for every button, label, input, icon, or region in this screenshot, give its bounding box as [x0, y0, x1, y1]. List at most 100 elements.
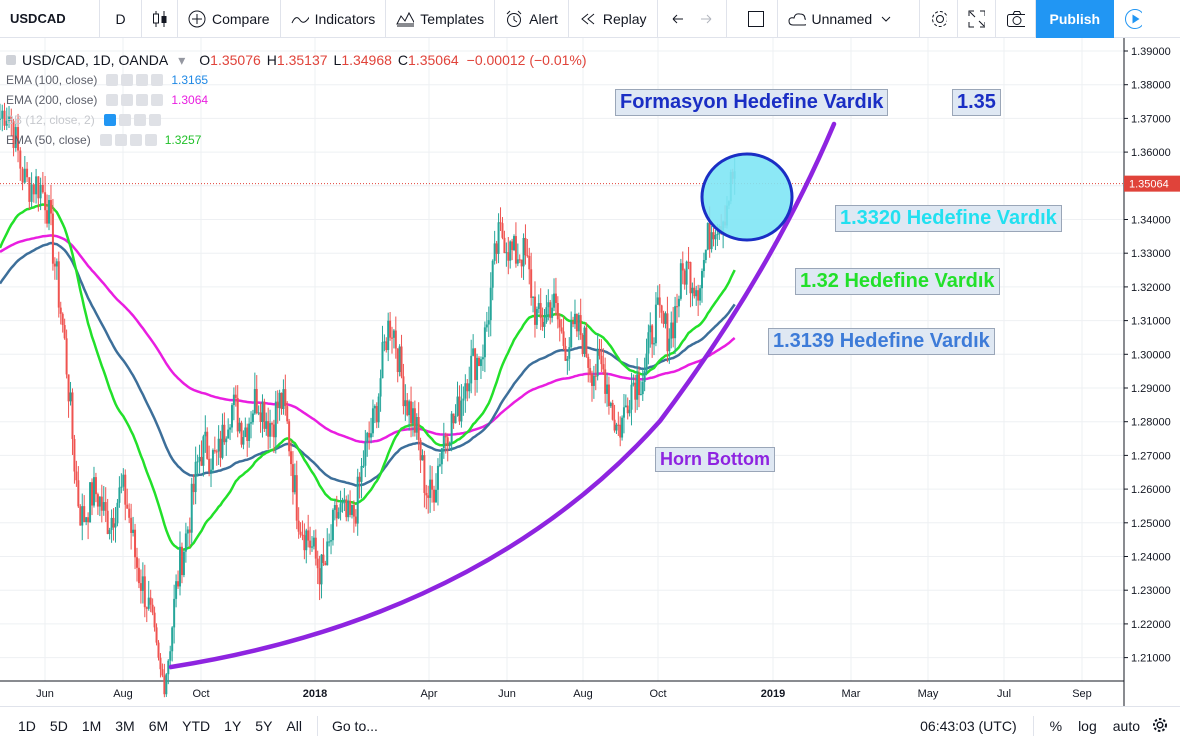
gear-icon[interactable] — [118, 114, 131, 126]
candle — [371, 399, 374, 438]
candle — [98, 496, 101, 517]
range-button-3m[interactable]: 3M — [115, 718, 135, 734]
layout-name: Unnamed — [811, 10, 873, 27]
fullscreen-toggle-button[interactable] — [727, 0, 778, 38]
close-icon[interactable] — [151, 94, 164, 106]
candle — [516, 243, 519, 267]
redo-button[interactable] — [692, 0, 727, 38]
plus-icon[interactable] — [136, 74, 149, 86]
gear-icon[interactable] — [114, 134, 127, 146]
range-button-1m[interactable]: 1M — [81, 718, 102, 734]
close-icon[interactable] — [151, 74, 164, 86]
eye-icon[interactable] — [99, 134, 112, 146]
candle — [143, 564, 146, 618]
goto-button[interactable]: Go to... — [331, 718, 378, 734]
indicator-row-bb[interactable]: BB (12, close, 2) — [6, 110, 587, 130]
target-13320-note[interactable]: 1.3320 Hedefine Vardık — [835, 205, 1062, 232]
candle — [654, 292, 657, 347]
top-toolbar: USDCAD D Compare Indicators Templates Al… — [0, 0, 1180, 38]
price-tick-label: 1.38000 — [1131, 80, 1171, 92]
alert-button[interactable]: Alert — [495, 0, 569, 38]
indicators-label: Indicators — [314, 10, 376, 27]
bottom-right-controls: 06:43:03 (UTC) % log auto — [912, 716, 1180, 736]
target-13139-note[interactable]: 1.3139 Hedefine Vardık — [768, 328, 995, 355]
price-axis[interactable]: 1.390001.380001.370001.360001.350001.340… — [1124, 46, 1171, 665]
indicator-row-ema200[interactable]: EMA (200, close) 1.3064 — [6, 90, 587, 110]
candle — [683, 268, 686, 290]
formation-target-note[interactable]: Formasyon Hedefine Vardık — [615, 89, 889, 116]
candle — [202, 434, 205, 477]
target-circle[interactable] — [700, 152, 794, 242]
symbol-search[interactable]: USDCAD — [0, 0, 100, 38]
price-tick-label: 1.27000 — [1131, 450, 1171, 462]
last-price-text: 1.35064 — [1129, 179, 1169, 191]
range-button-1d[interactable]: 1D — [18, 718, 36, 734]
candle — [200, 440, 203, 466]
log-scale-button[interactable]: log — [1078, 718, 1097, 734]
candle — [44, 175, 47, 224]
plus-icon[interactable] — [136, 94, 149, 106]
undo-icon — [672, 14, 683, 23]
video-button[interactable] — [1114, 0, 1152, 38]
range-button-5d[interactable]: 5D — [49, 718, 68, 734]
candle — [219, 430, 222, 467]
range-button-6m[interactable]: 6M — [148, 718, 169, 734]
eye-icon[interactable] — [106, 74, 119, 86]
range-button-ytd[interactable]: YTD — [182, 718, 211, 734]
publish-button[interactable]: Publish — [1035, 0, 1115, 38]
candle — [668, 328, 671, 364]
layout-menu[interactable]: Unnamed — [778, 0, 920, 38]
price-chart[interactable]: 1.390001.380001.370001.360001.350001.340… — [0, 38, 1180, 706]
indicator-row-ema50[interactable]: EMA (50, close) 1.3257 — [6, 130, 587, 150]
chart-settings-button[interactable] — [1148, 717, 1180, 736]
candle — [434, 473, 437, 503]
percent-scale-button[interactable]: % — [1049, 718, 1063, 734]
gear-icon[interactable] — [121, 94, 134, 106]
plus-icon[interactable] — [133, 114, 146, 126]
settings-button[interactable] — [920, 0, 958, 38]
time-tick-label: 2019 — [761, 688, 785, 700]
replay-button[interactable]: Replay — [569, 0, 658, 38]
clock-display[interactable]: 06:43:03 (UTC) — [920, 718, 1017, 734]
gear-icon — [931, 10, 947, 27]
interval-button[interactable]: D — [100, 0, 142, 38]
candle — [456, 381, 459, 417]
candle — [466, 379, 469, 402]
price-tick-label: 1.23000 — [1131, 585, 1171, 597]
auto-scale-button[interactable]: auto — [1112, 718, 1140, 734]
target-value-note[interactable]: 1.35 — [952, 89, 1001, 116]
candle — [358, 472, 361, 499]
horn-bottom-note[interactable]: Horn Bottom — [655, 447, 775, 472]
time-axis[interactable]: Jun Aug Oct 2018 Apr Jun Aug Oct 2019 Mar May Jul Se… — [36, 688, 1092, 700]
camera-icon — [1006, 10, 1025, 27]
indicators-button[interactable]: Indicators — [281, 0, 387, 38]
price-tick-label: 1.30000 — [1131, 349, 1171, 361]
horn-bottom-curve[interactable] — [168, 121, 837, 670]
chevron-down-icon[interactable]: ▾ — [178, 51, 186, 68]
range-button-5y[interactable]: 5Y — [255, 718, 273, 734]
candle — [411, 401, 414, 437]
indicator-row-ema100[interactable]: EMA (100, close) 1.3165 — [6, 70, 587, 90]
symbol-toggle-icon[interactable] — [6, 55, 16, 65]
candle — [670, 311, 673, 349]
candle — [454, 404, 457, 424]
candle — [579, 298, 582, 340]
fullscreen-button[interactable] — [958, 0, 996, 38]
close-icon[interactable] — [144, 134, 157, 146]
snapshot-button[interactable] — [996, 0, 1036, 38]
candle — [165, 673, 168, 697]
compare-button[interactable]: Compare — [178, 0, 281, 38]
plus-icon[interactable] — [129, 134, 142, 146]
chart-style-button[interactable] — [142, 0, 178, 38]
target-132-note[interactable]: 1.32 Hedefine Vardık — [795, 268, 1000, 295]
eye-icon[interactable] — [106, 94, 119, 106]
range-button-all[interactable]: All — [286, 718, 302, 734]
templates-button[interactable]: Templates — [386, 0, 496, 38]
ohlc-row: USD/CAD, 1D, OANDA ▾ O 1.35076 H 1.35137 L… — [6, 50, 587, 70]
candle — [213, 436, 216, 454]
range-button-1y[interactable]: 1Y — [224, 718, 242, 734]
undo-button[interactable] — [658, 0, 692, 38]
eye-icon[interactable] — [103, 114, 116, 126]
close-icon[interactable] — [148, 114, 161, 126]
gear-icon[interactable] — [121, 74, 134, 86]
